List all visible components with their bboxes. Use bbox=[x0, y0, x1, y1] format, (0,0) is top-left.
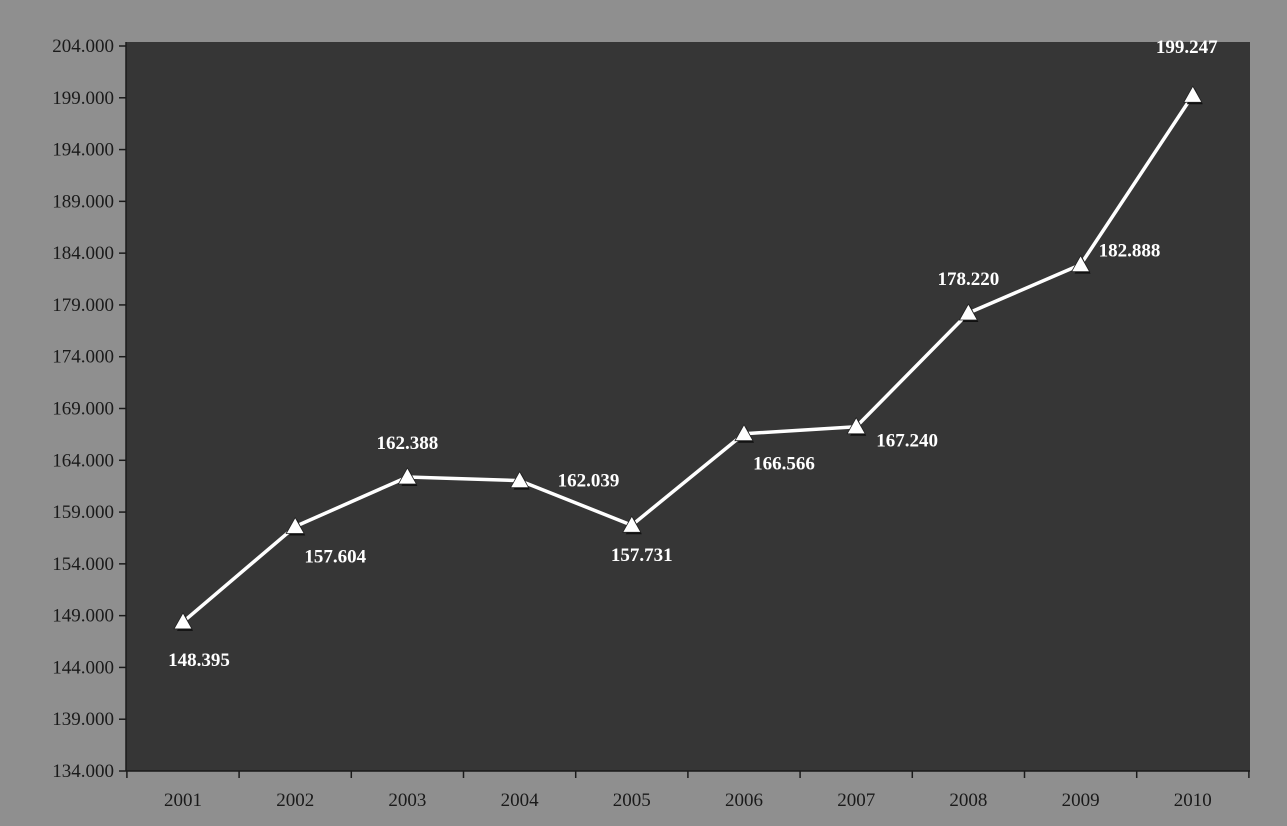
y-tick-label: 184.000 bbox=[52, 243, 114, 264]
x-tick-label: 2010 bbox=[1174, 790, 1212, 811]
y-axis-ticks: 134.000 139.000 144.000 149.000 154.000 159.0… bbox=[52, 36, 126, 782]
data-label: 182.888 bbox=[1099, 241, 1161, 262]
data-point-marker bbox=[509, 470, 530, 488]
y-tick-label: 139.000 bbox=[52, 709, 114, 730]
data-point-marker bbox=[285, 516, 305, 534]
data-label: 178.220 bbox=[938, 269, 1000, 290]
y-tick-label: 204.000 bbox=[52, 36, 114, 57]
y-tick-label: 174.000 bbox=[52, 347, 114, 368]
x-tick-label: 2002 bbox=[276, 790, 314, 811]
x-axis-ticks: 2001 2002 2003 2004 2005 2006 2007 2008 2009 2010 bbox=[126, 771, 1250, 811]
x-tick-label: 2004 bbox=[501, 790, 540, 811]
x-tick-label: 2003 bbox=[388, 790, 426, 811]
data-label: 162.039 bbox=[558, 471, 620, 492]
y-tick-label: 144.000 bbox=[52, 657, 114, 678]
data-point-marker bbox=[734, 423, 754, 442]
y-tick-label: 194.000 bbox=[52, 140, 114, 161]
y-tick-label: 199.000 bbox=[52, 88, 114, 109]
data-labels: 148.395 157.604 162.388 162.039 157.731 166.5… bbox=[168, 37, 1218, 671]
data-point-marker bbox=[1070, 254, 1091, 273]
data-label: 167.240 bbox=[876, 431, 938, 452]
data-point-marker bbox=[1183, 85, 1203, 103]
data-point-marker bbox=[397, 467, 418, 485]
series-line bbox=[181, 94, 1195, 624]
x-tick-label: 2007 bbox=[837, 790, 875, 811]
data-label: 157.604 bbox=[304, 547, 366, 568]
y-tick-label: 164.000 bbox=[52, 450, 114, 471]
y-tick-label: 189.000 bbox=[52, 191, 114, 212]
plot-area bbox=[126, 42, 1250, 771]
data-point-marker bbox=[622, 515, 642, 533]
data-point-marker bbox=[958, 303, 979, 321]
data-label: 162.388 bbox=[377, 433, 439, 454]
series-line-group bbox=[173, 85, 1203, 631]
data-point-marker bbox=[846, 416, 866, 435]
y-tick-label: 149.000 bbox=[52, 606, 114, 627]
data-label: 148.395 bbox=[168, 650, 230, 671]
data-point-marker bbox=[173, 612, 193, 630]
data-label: 199.247 bbox=[1156, 37, 1218, 58]
data-label: 166.566 bbox=[753, 454, 815, 475]
y-tick-label: 154.000 bbox=[52, 554, 114, 575]
y-tick-label: 134.000 bbox=[52, 761, 114, 782]
data-label: 157.731 bbox=[611, 545, 673, 566]
x-tick-label: 2006 bbox=[725, 790, 763, 811]
x-tick-label: 2009 bbox=[1062, 790, 1100, 811]
x-tick-label: 2005 bbox=[613, 790, 651, 811]
y-tick-label: 179.000 bbox=[52, 295, 114, 316]
x-tick-label: 2008 bbox=[949, 790, 987, 811]
x-tick-label: 2001 bbox=[164, 790, 202, 811]
y-tick-label: 159.000 bbox=[52, 502, 114, 523]
y-tick-label: 169.000 bbox=[52, 399, 114, 420]
